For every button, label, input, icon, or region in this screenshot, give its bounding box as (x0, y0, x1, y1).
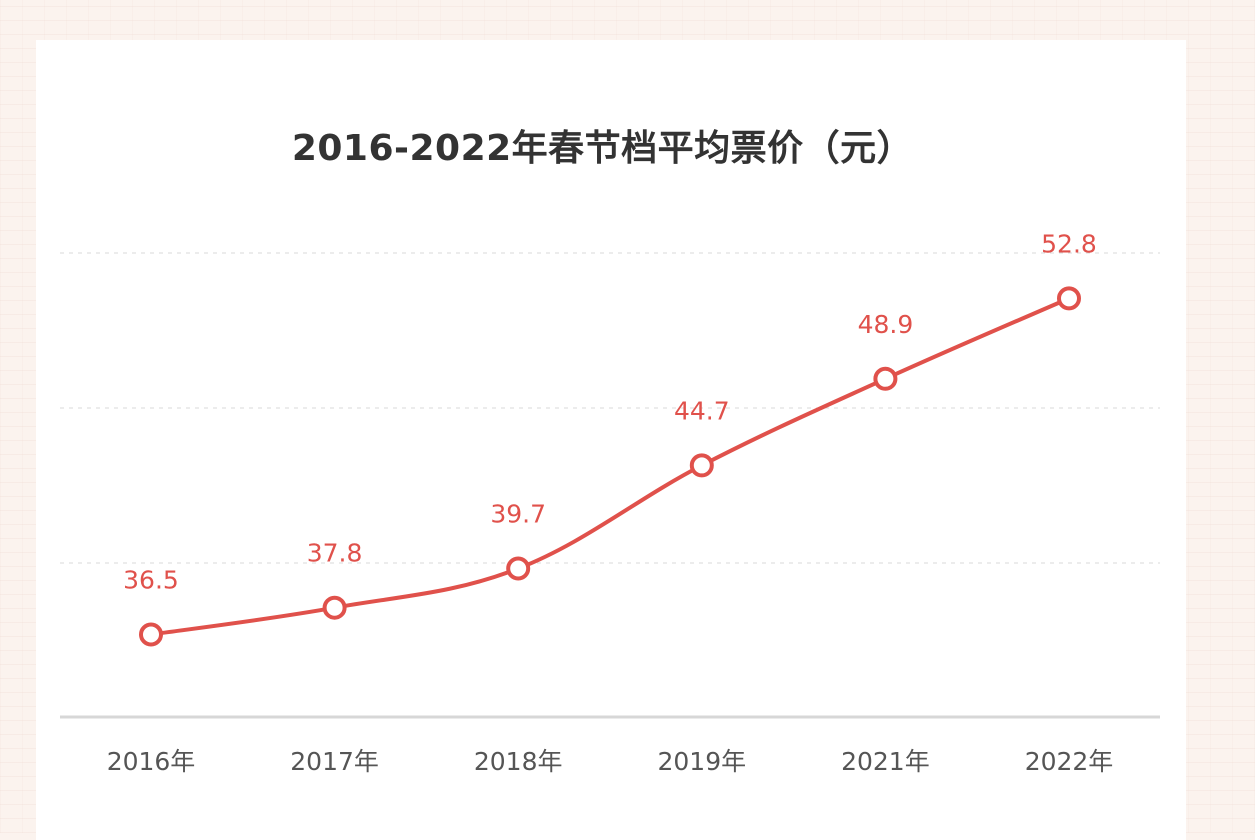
x-tick-label-1: 2017年 (290, 747, 379, 776)
data-point-5 (1057, 286, 1081, 311)
value-label-1: 37.8 (307, 539, 363, 568)
value-label-0: 36.5 (123, 566, 179, 595)
x-tick-label-3: 2019年 (657, 747, 746, 776)
data-point-4 (873, 366, 898, 391)
value-labels: 36.5 37.8 39.7 44.7 48.9 52.8 (123, 229, 1097, 594)
value-label-4: 48.9 (858, 310, 914, 339)
x-tick-label-2: 2018年 (474, 747, 563, 776)
chart-card (36, 40, 1186, 840)
value-label-2: 39.7 (490, 500, 546, 529)
data-point-2 (506, 556, 531, 581)
data-point-3 (689, 453, 714, 478)
x-tick-label-4: 2021年 (841, 747, 930, 776)
value-label-5: 52.8 (1041, 229, 1097, 258)
x-tick-label-0: 2016年 (107, 747, 196, 776)
grid-lines (60, 252, 1160, 564)
data-point-1 (322, 595, 347, 620)
x-tick-label-5: 2022年 (1025, 747, 1114, 776)
chart-title: 2016-2022年春节档平均票价（元） (291, 128, 914, 169)
data-point-0 (139, 622, 163, 647)
x-tick-labels: 2016年 2017年 2018年 2019年 2021年 2022年 (107, 747, 1114, 776)
series-layer (139, 286, 1081, 647)
value-label-3: 44.7 (674, 396, 730, 425)
series-line (149, 296, 1071, 637)
